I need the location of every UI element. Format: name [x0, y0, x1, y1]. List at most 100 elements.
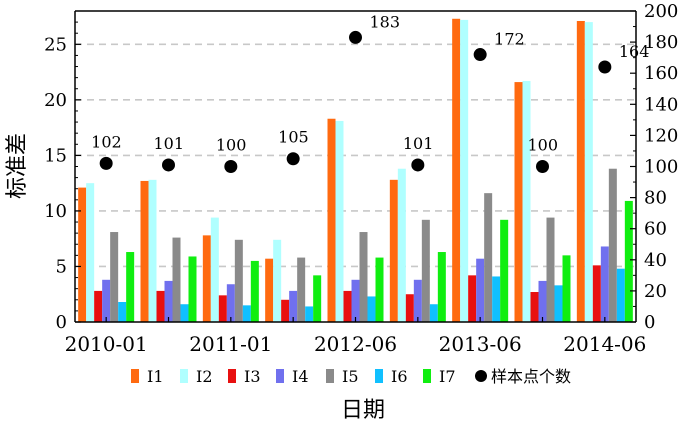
legend-swatch-i6 — [375, 369, 383, 383]
bar-i1-6 — [452, 18, 461, 323]
legend-label-5: I6 — [391, 367, 408, 386]
bar-i2-4 — [335, 120, 344, 322]
bar-i3-1 — [156, 290, 165, 322]
bar-i5-4 — [359, 232, 368, 322]
y-tick-label-2: 10 — [44, 201, 67, 222]
bar-i2-3 — [273, 239, 282, 322]
sample-count-label-8: 164 — [619, 42, 650, 61]
legend-swatch-i4 — [276, 369, 284, 383]
bar-i4-8 — [600, 246, 609, 322]
y-tick-label-1: 5 — [56, 256, 67, 277]
bar-i7-5 — [437, 252, 446, 322]
sample-dot-3 — [286, 152, 300, 166]
bar-i3-3 — [281, 299, 290, 322]
bar-i6-7 — [554, 285, 563, 322]
bar-i6-4 — [367, 296, 376, 322]
sample-dot-6 — [473, 48, 487, 62]
y2-tick-label-0: 0 — [644, 312, 655, 333]
bar-i5-1 — [172, 237, 181, 322]
x-tick-label-0: 2010-01 — [65, 332, 148, 356]
legend-marker-sample-count — [475, 370, 487, 382]
bar-i7-2 — [250, 260, 259, 322]
y2-tick-label-2: 40 — [644, 250, 667, 271]
bar-i6-0 — [118, 302, 127, 322]
sample-dot-0 — [99, 156, 113, 170]
legend-swatch-i3 — [228, 369, 236, 383]
bar-i1-1 — [140, 180, 149, 322]
legend-swatch-i1 — [131, 369, 139, 383]
y-tick-label-3: 15 — [44, 145, 67, 166]
bar-i6-3 — [305, 306, 314, 322]
bar-i4-6 — [476, 258, 485, 322]
legend-label-6: I7 — [439, 367, 456, 386]
y2-tick-label-10: 200 — [644, 1, 678, 22]
x-tick-label-2: 2012-06 — [314, 332, 397, 356]
bar-i3-6 — [468, 275, 477, 322]
sample-dot-5 — [411, 158, 425, 172]
bar-i5-3 — [297, 257, 306, 322]
bar-i5-2 — [234, 239, 243, 322]
bar-i4-4 — [351, 279, 360, 322]
bar-i6-5 — [429, 304, 438, 322]
bar-i4-2 — [226, 284, 235, 322]
legend-swatch-i7 — [423, 369, 431, 383]
bar-i7-4 — [375, 257, 384, 322]
bar-i1-8 — [576, 20, 585, 322]
bar-i3-7 — [530, 292, 539, 322]
sample-count-label-4: 183 — [370, 12, 401, 31]
legend-label-1: I2 — [196, 367, 213, 386]
sample-dot-7 — [536, 160, 549, 173]
legend-label-3: I4 — [292, 367, 309, 386]
legend-label-4: I5 — [342, 367, 359, 386]
bar-i2-6 — [460, 19, 469, 323]
bar-i2-8 — [584, 22, 593, 322]
bar-i7-6 — [500, 219, 509, 322]
y2-tick-label-4: 80 — [644, 188, 667, 209]
sample-dot-8 — [598, 60, 612, 74]
bar-i1-0 — [78, 187, 87, 322]
bar-i3-8 — [592, 265, 601, 322]
sample-dot-2 — [224, 160, 238, 173]
y2-tick-label-5: 100 — [644, 157, 678, 178]
bar-i7-0 — [126, 252, 135, 322]
y-axis-title: 标准差 — [5, 133, 30, 199]
legend-swatch-i2 — [180, 369, 188, 383]
bar-i1-7 — [514, 82, 523, 322]
bar-i4-5 — [413, 279, 422, 322]
sample-count-label-6: 172 — [494, 30, 525, 49]
sample-count-label-0: 102 — [91, 132, 122, 151]
bar-i6-6 — [492, 276, 501, 322]
sample-count-label-2: 100 — [216, 136, 247, 155]
bar-i2-2 — [210, 217, 219, 322]
sample-count-label-7: 100 — [528, 136, 559, 155]
bar-i2-0 — [86, 183, 95, 322]
y-tick-label-0: 0 — [56, 312, 67, 333]
y2-tick-label-1: 20 — [644, 281, 667, 302]
bar-i2-5 — [397, 168, 406, 322]
bar-i1-3 — [265, 258, 274, 322]
bar-i7-3 — [313, 275, 322, 322]
bar-i5-6 — [484, 193, 493, 322]
y2-tick-label-7: 140 — [644, 94, 678, 115]
bar-i2-7 — [522, 80, 531, 322]
bar-i2-1 — [148, 179, 157, 322]
bar-i7-1 — [188, 256, 197, 322]
x-axis-title: 日期 — [341, 398, 385, 422]
y-tick-label-4: 20 — [44, 90, 67, 111]
y-tick-label-5: 25 — [44, 34, 67, 55]
x-tick-label-1: 2011-01 — [189, 332, 272, 356]
y2-tick-label-9: 180 — [644, 32, 678, 53]
sample-count-label-1: 101 — [154, 134, 185, 153]
bar-i1-5 — [389, 179, 398, 322]
bar-i7-7 — [562, 255, 571, 322]
sample-count-label-3: 105 — [278, 128, 309, 147]
bar-i3-2 — [218, 295, 227, 322]
y2-tick-label-3: 60 — [644, 219, 667, 240]
legend-swatch-i5 — [326, 369, 334, 383]
x-tick-label-4: 2014-06 — [563, 332, 646, 356]
bar-i3-4 — [343, 290, 352, 322]
bar-i7-8 — [624, 200, 633, 322]
bar-i6-1 — [180, 304, 189, 322]
legend-label-7: 样本点个数 — [491, 367, 571, 386]
